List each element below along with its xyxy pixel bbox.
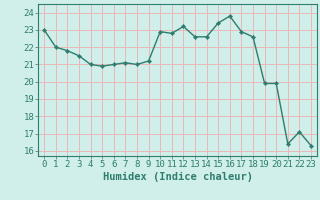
X-axis label: Humidex (Indice chaleur): Humidex (Indice chaleur): [103, 172, 252, 182]
